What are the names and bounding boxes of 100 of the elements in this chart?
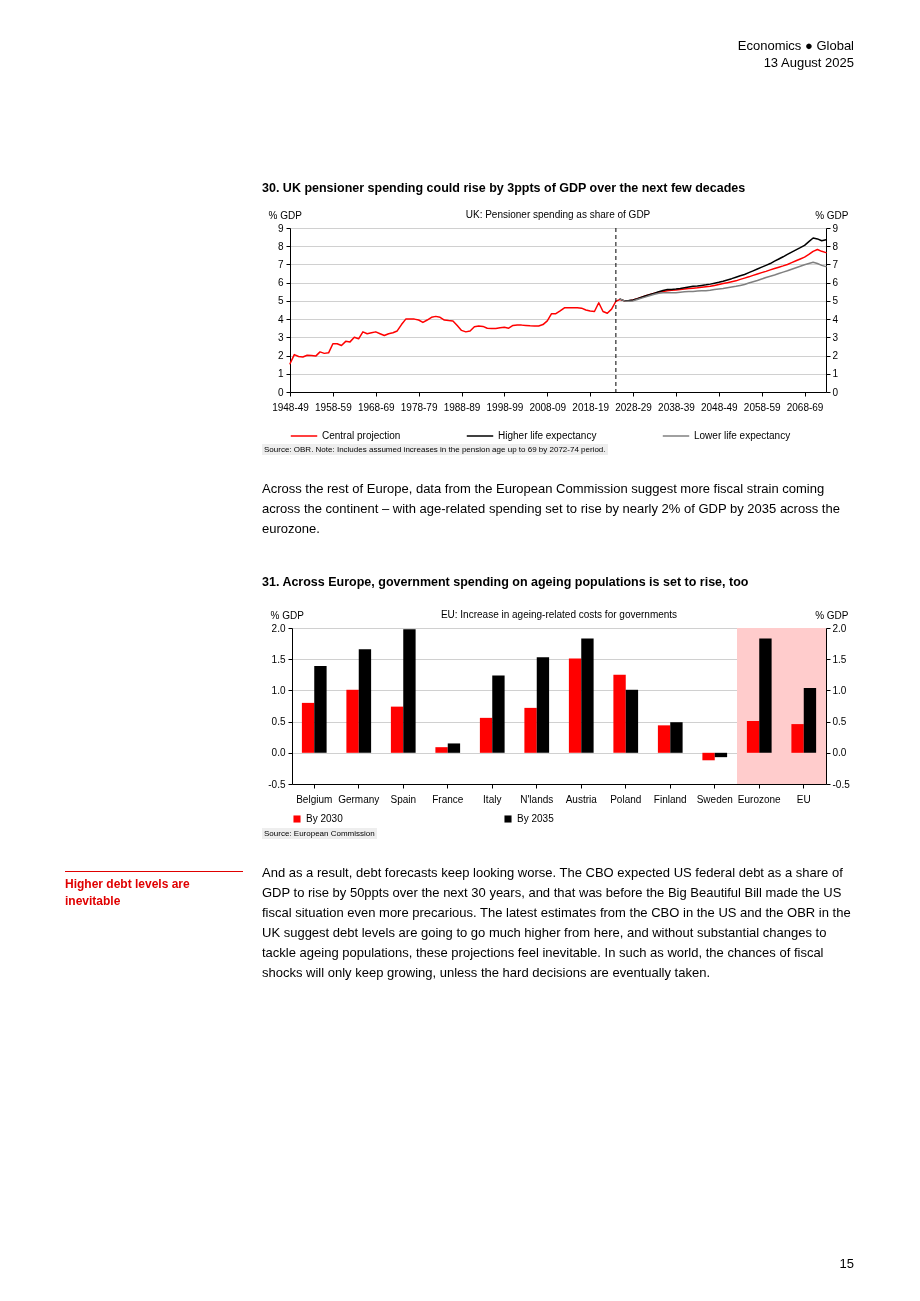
chart-subtitle: EU: Increase in ageing-related costs for governments xyxy=(440,609,678,620)
y-tick-label: 4 xyxy=(277,313,284,325)
y2-axis-title: % GDP xyxy=(815,209,849,221)
bar xyxy=(657,725,671,753)
x-tick-label: 2058-59 xyxy=(743,401,781,413)
text: And as a result, debt forecasts keep looking worse. The CBO expected US federal debt as a share of GDP to rise by 50ppts over the next 30 years, and that was before the Big Beautiful Bill made the US fiscal situation even more precarious. The latest estimates from the CBO in the US and the OBR in the UK suggest debt levels are going to go much higher from here, and without substantial changes to tackle ageing populations, these projections feel inevitable. In such as world, the chances of fiscal shocks will only keep growing, unless the hard decisions are eventually taken. xyxy=(262,864,852,982)
y-axis-title: % GDP xyxy=(270,609,305,621)
bar xyxy=(746,720,760,753)
bar xyxy=(670,722,683,753)
x-tick-label: France xyxy=(432,793,464,805)
x-tick-label: Germany xyxy=(338,793,380,805)
bar xyxy=(524,707,537,753)
legend-label: Lower life expectancy xyxy=(694,430,791,441)
x-tick-label: 1988-89 xyxy=(443,401,481,413)
bar xyxy=(346,689,359,753)
x-tick-label: 2018-19 xyxy=(572,401,610,413)
y-tick-label: 5 xyxy=(277,295,284,307)
source-note: Source: OBR. Note: Includes assumed increases in the pension age up to 69 by 2072-74 period. xyxy=(262,444,608,455)
x-tick-label: Spain xyxy=(390,793,417,805)
y-tick-label: 0.0 xyxy=(271,747,286,759)
y2-tick-label: 0.0 xyxy=(832,747,847,759)
bar xyxy=(358,649,372,753)
y2-axis-title: % GDP xyxy=(815,609,849,621)
x-tick-label: 2048-49 xyxy=(700,401,739,413)
bar xyxy=(581,638,594,753)
y-tick-label: 9 xyxy=(277,222,284,234)
y2-tick-label: 3 xyxy=(832,331,839,343)
x-tick-label: 2068-69 xyxy=(786,401,824,413)
y-tick-label: 8 xyxy=(277,240,284,252)
y-tick-label: 7 xyxy=(277,258,284,270)
y2-tick-label: 1.5 xyxy=(832,653,847,665)
y-tick-label: 6 xyxy=(277,277,284,289)
y2-tick-label: 2.0 xyxy=(832,622,847,634)
text: Across the rest of Europe, data from the European Commission suggest more fiscal strain coming across the continent – with age-related spending set to rise by nearly 2% of GDP by 2035 across the eurozone. xyxy=(262,480,841,538)
y-tick-label: 2 xyxy=(277,350,284,362)
y2-tick-label: 7 xyxy=(832,258,839,270)
x-tick-label: 1998-99 xyxy=(486,401,524,413)
legend-label: Higher life expectancy xyxy=(498,430,597,441)
bar xyxy=(759,638,772,753)
x-tick-label: Eurozone xyxy=(737,793,782,805)
chart-subtitle: UK: Pensioner spending as share of GDP xyxy=(465,209,651,220)
y-tick-label: -0.5 xyxy=(268,778,286,790)
x-tick-label: Italy xyxy=(483,793,502,805)
x-tick-label: 1968-69 xyxy=(357,401,396,413)
text: Economics ● Global xyxy=(737,38,854,53)
x-tick-label: 1978-79 xyxy=(400,401,438,413)
x-tick-label: Poland xyxy=(610,793,642,805)
bar xyxy=(447,743,461,753)
bar xyxy=(625,689,639,753)
y2-tick-label: 2 xyxy=(832,350,839,362)
bar xyxy=(613,674,626,753)
y-axis-title: % GDP xyxy=(268,209,303,221)
x-tick-label: Austria xyxy=(565,793,598,805)
chart-title: 30. UK pensioner spending could rise by 3ppts of GDP over the next few decades xyxy=(262,181,746,195)
line-series xyxy=(619,261,827,302)
bar xyxy=(314,666,327,753)
x-tick-label: Sweden xyxy=(696,793,733,805)
y2-tick-label: -0.5 xyxy=(832,778,851,790)
bar xyxy=(479,717,493,753)
x-tick-label: 2008-09 xyxy=(529,401,567,413)
bar xyxy=(435,747,448,753)
legend-label: By 2035 xyxy=(517,813,555,824)
x-tick-label: Finland xyxy=(653,793,687,805)
y2-tick-label: 1.0 xyxy=(832,684,847,696)
y2-tick-label: 9 xyxy=(832,222,839,234)
x-tick-label: N'lands xyxy=(520,793,554,805)
source-note: Source: European Commission xyxy=(262,828,377,839)
bar xyxy=(702,752,715,761)
bar xyxy=(568,658,582,753)
y-tick-label: 1.0 xyxy=(271,684,286,696)
y-tick-label: 2.0 xyxy=(271,622,286,634)
y2-tick-label: 8 xyxy=(832,240,839,252)
bar xyxy=(390,706,404,753)
legend-label: By 2030 xyxy=(306,813,344,824)
x-tick-label: 2038-39 xyxy=(658,401,696,413)
y-tick-label: 0 xyxy=(277,386,284,398)
bar xyxy=(492,675,505,753)
y-tick-label: 0.5 xyxy=(271,716,286,728)
y2-tick-label: 1 xyxy=(832,368,839,380)
x-tick-label: EU xyxy=(796,793,811,805)
x-tick-label: Belgium xyxy=(296,793,333,805)
y2-tick-label: 5 xyxy=(832,295,839,307)
y-tick-label: 3 xyxy=(277,331,284,343)
bar xyxy=(536,657,550,753)
legend-label: Central projection xyxy=(322,430,401,441)
text: 15 xyxy=(839,1256,854,1271)
bar xyxy=(803,687,817,753)
bar xyxy=(403,629,416,753)
bar xyxy=(791,724,804,753)
chart-title: 31. Across Europe, government spending on ageing populations is set to rise, too xyxy=(262,575,749,589)
y-tick-label: 1 xyxy=(277,368,284,380)
line-series xyxy=(289,248,827,365)
x-tick-label: 2028-29 xyxy=(615,401,653,413)
y2-tick-label: 0.5 xyxy=(832,716,847,728)
y-tick-label: 1.5 xyxy=(271,653,286,665)
x-tick-label: 1958-59 xyxy=(315,401,353,413)
y2-tick-label: 0 xyxy=(832,386,839,398)
text: 13 August 2025 xyxy=(763,55,854,70)
y2-tick-label: 4 xyxy=(832,313,839,325)
text: Higher debt levels are inevitable xyxy=(65,871,243,910)
